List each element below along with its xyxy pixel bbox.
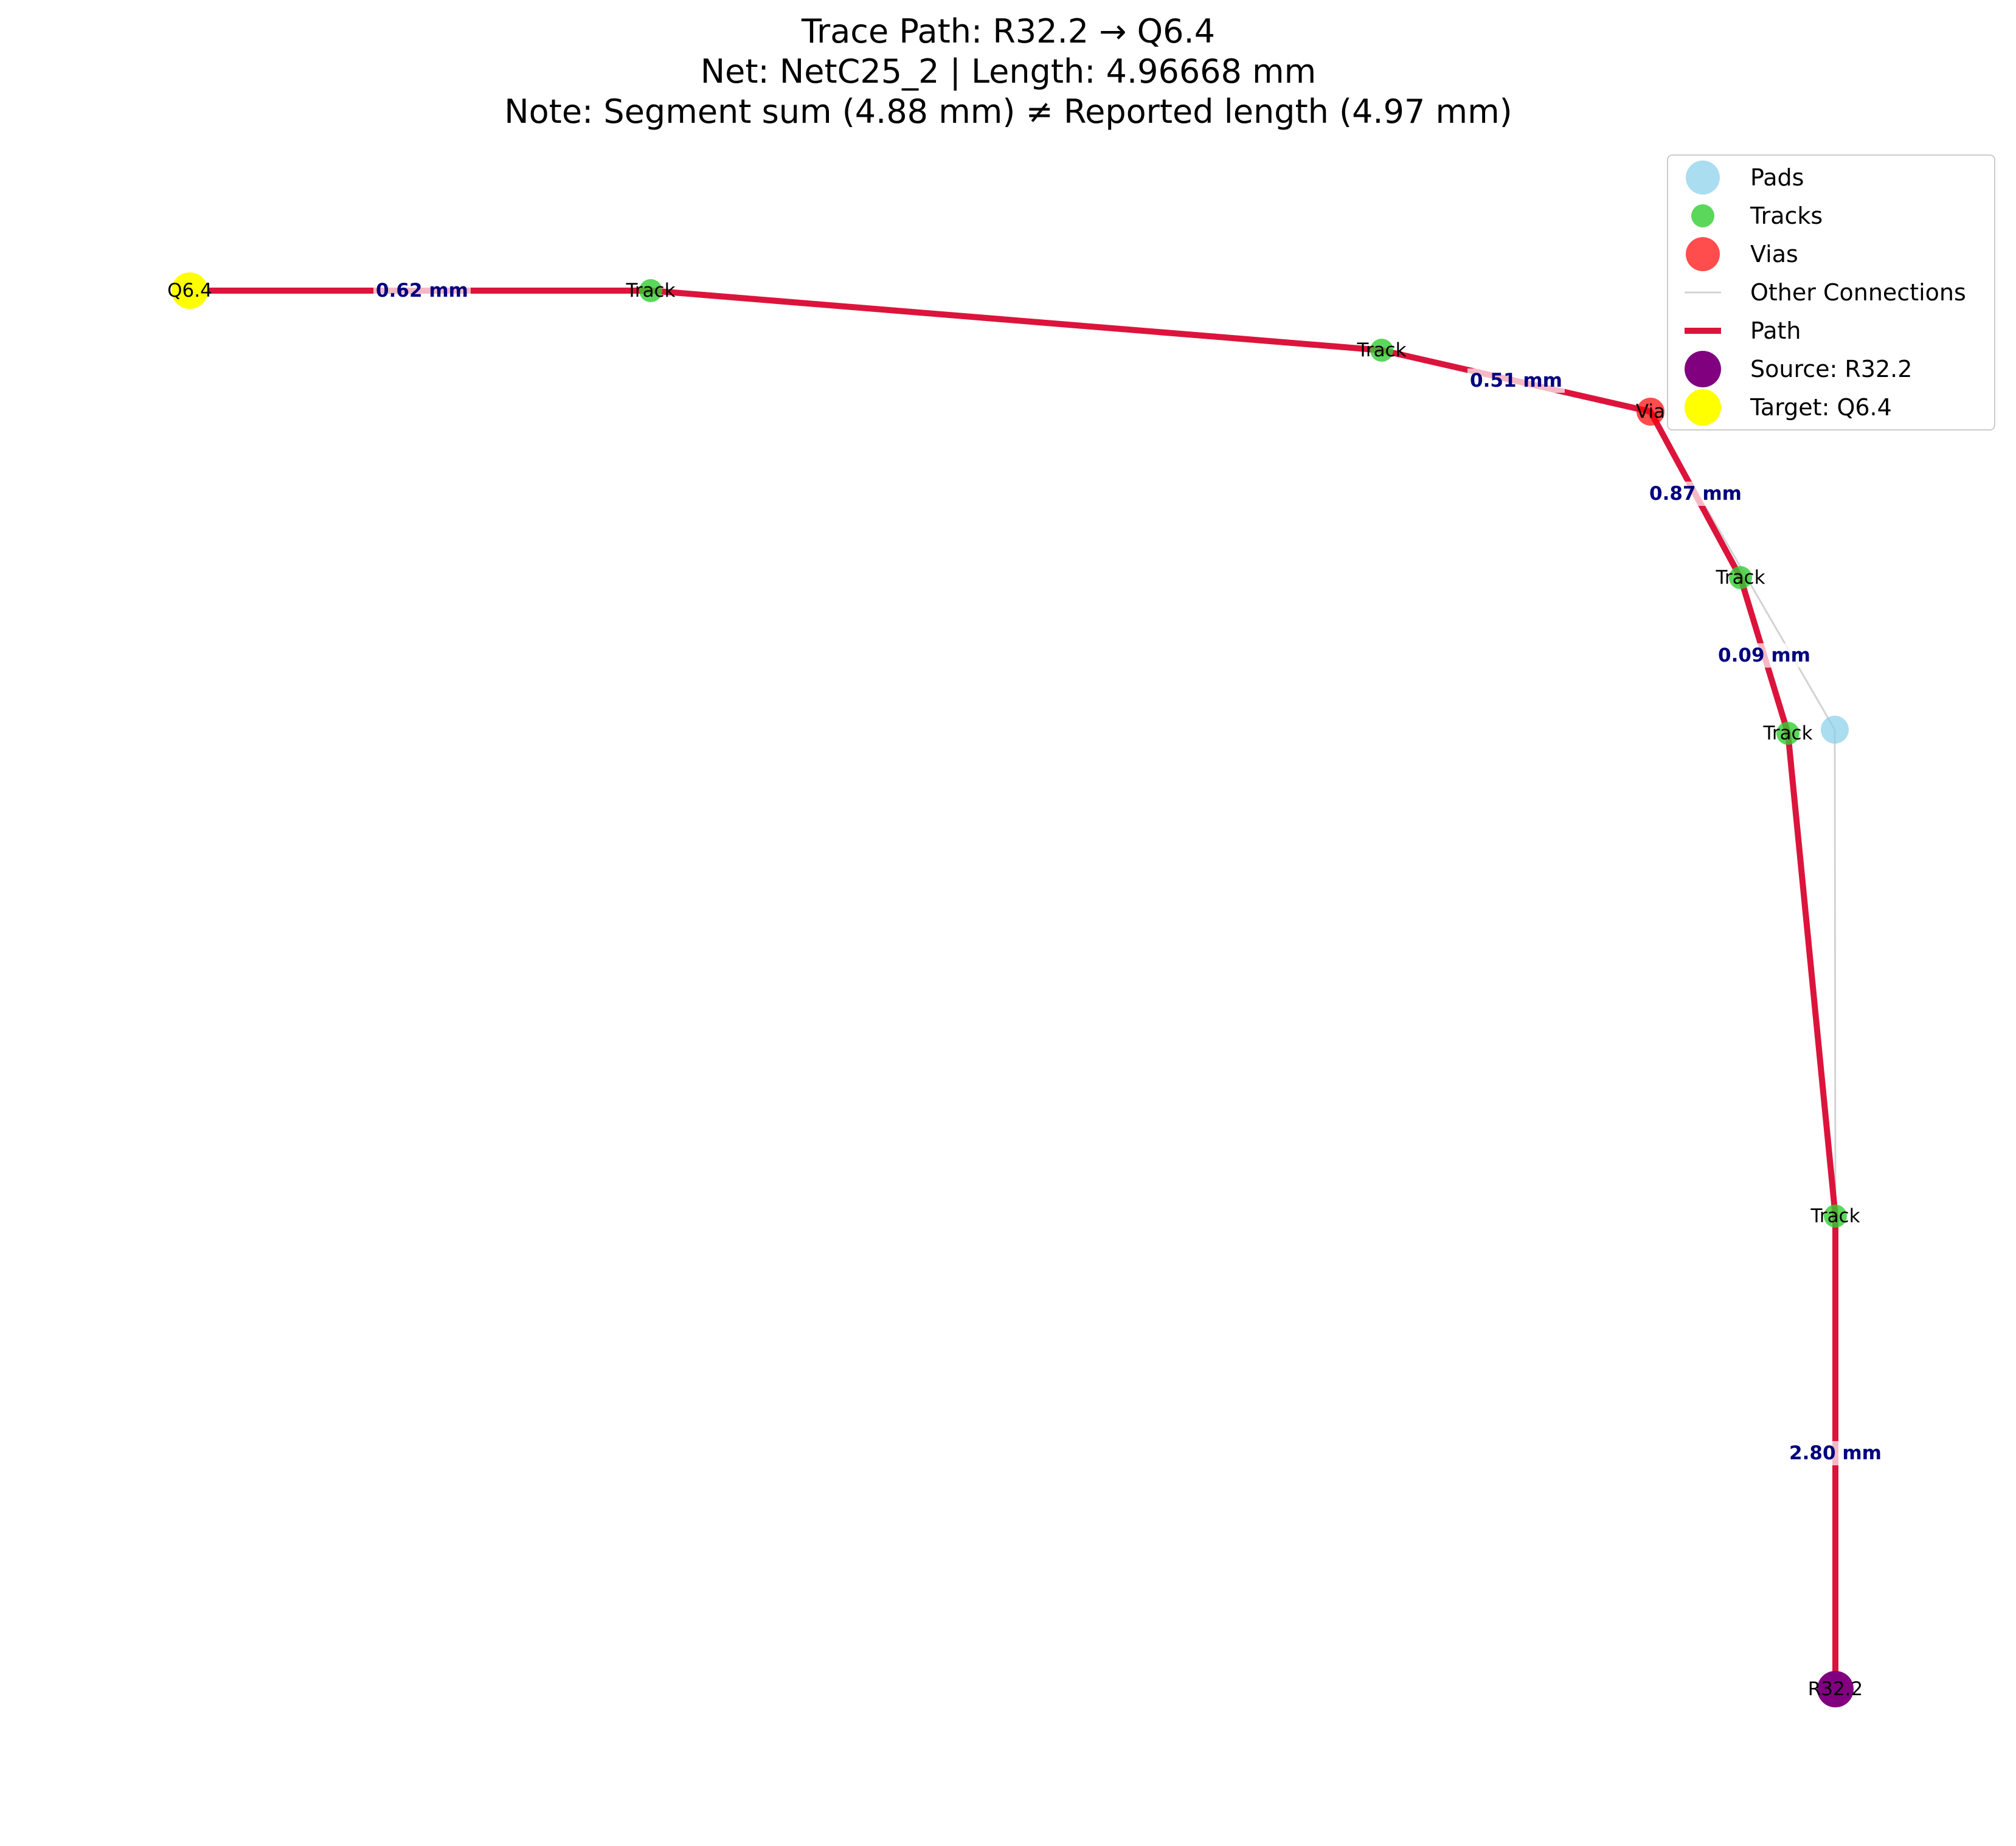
path-layer [187, 288, 1838, 1692]
node-label: Track [1356, 339, 1406, 361]
legend-label: Source: R32.2 [1750, 356, 1912, 382]
path-segment-1 [648, 288, 1385, 353]
segment-length-label: 0.62 mm [376, 280, 468, 302]
segment-length-label: 2.80 mm [1789, 1442, 1882, 1464]
segment-labels-layer: 0.62 mm 0.51 mm 0.87 mm 0.09 mm 2.80 mm [373, 278, 1884, 1465]
segment-label-background [1647, 482, 1744, 506]
legend-swatch-target [1685, 389, 1721, 426]
track-node [1370, 339, 1393, 362]
nodes-layer [171, 272, 1854, 1707]
legend-frame [1667, 154, 1995, 430]
node-label: Track [625, 280, 675, 302]
node-label: Via [1636, 401, 1665, 423]
segment-label-background [1787, 1441, 1884, 1465]
source-node [1817, 1671, 1854, 1707]
segment-length-label: 0.87 mm [1649, 483, 1742, 505]
node-label: Track [1715, 567, 1765, 589]
title-line-2: Net: NetC25_2 | Length: 4.96668 mm [701, 52, 1317, 91]
legend-label: Path [1750, 317, 1801, 344]
node-label: Track [1810, 1205, 1860, 1227]
legend-swatch-pad [1686, 161, 1720, 195]
segment-label-background [1467, 368, 1565, 393]
legend: Pads Tracks Vias Other Connections Path Sourc… [1667, 154, 1995, 430]
track-node [639, 279, 662, 302]
track-node [1729, 566, 1752, 589]
other-connections-layer [1649, 411, 1837, 1217]
legend-label: Vias [1750, 241, 1798, 268]
target-node [171, 272, 208, 309]
path-segment-5 [1785, 730, 1838, 1219]
legend-label: Target: Q6.4 [1750, 394, 1892, 421]
track-node [1824, 1205, 1847, 1228]
node-label: R32.2 [1808, 1678, 1863, 1700]
legend-swatch-track [1691, 204, 1714, 227]
via-node [1637, 398, 1664, 426]
pad-node [1821, 716, 1849, 744]
segment-label-background [1716, 643, 1813, 668]
legend-swatch-source [1685, 351, 1721, 387]
figure-title: Trace Path: R32.2 → Q6.4 Net: NetC25_2 |… [504, 12, 1512, 131]
node-label: Q6.4 [167, 280, 212, 302]
title-line-1: Trace Path: R32.2 → Q6.4 [801, 12, 1215, 50]
node-label: Track [1762, 722, 1812, 744]
segment-length-label: 0.09 mm [1718, 645, 1810, 666]
legend-swatch-via [1686, 237, 1720, 271]
track-node [1776, 722, 1800, 745]
title-line-3: Note: Segment sum (4.88 mm) ≠ Reported l… [504, 92, 1512, 131]
legend-label: Pads [1750, 164, 1804, 191]
legend-label: Other Connections [1750, 279, 1966, 306]
segment-label-background [373, 278, 471, 303]
legend-label: Tracks [1750, 202, 1823, 229]
node-labels-layer: Q6.4 Track Track Via Track Track Track R32.2 [167, 280, 1863, 1700]
segment-length-label: 0.51 mm [1470, 370, 1562, 392]
